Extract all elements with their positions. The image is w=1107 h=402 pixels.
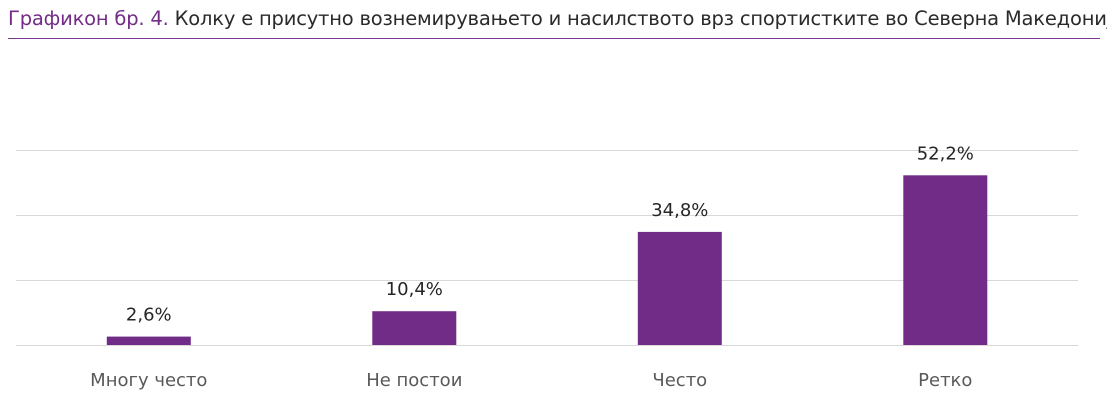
data-label: 52,2%: [917, 143, 974, 164]
data-label: 10,4%: [386, 279, 443, 300]
chart-title-prefix: Графикон бр. 4.: [8, 7, 169, 30]
data-label: 2,6%: [126, 305, 172, 326]
category-label: Не постои: [366, 370, 462, 391]
chart-title-question: Колку е присутно вознемирувањето и насил…: [174, 7, 1107, 30]
data-label: 34,8%: [651, 200, 708, 221]
bar: [637, 231, 722, 345]
category-label: Често: [652, 370, 707, 391]
chart-title: Графикон бр. 4. Колку е присутно вознеми…: [8, 5, 1107, 33]
bar: [106, 336, 191, 345]
bar: [372, 311, 457, 345]
chart-title-bar: Графикон бр. 4. Колку е присутно вознеми…: [8, 5, 1107, 39]
category-label: Многу често: [90, 370, 207, 391]
category-label: Ретко: [918, 370, 972, 391]
bar: [903, 175, 988, 345]
